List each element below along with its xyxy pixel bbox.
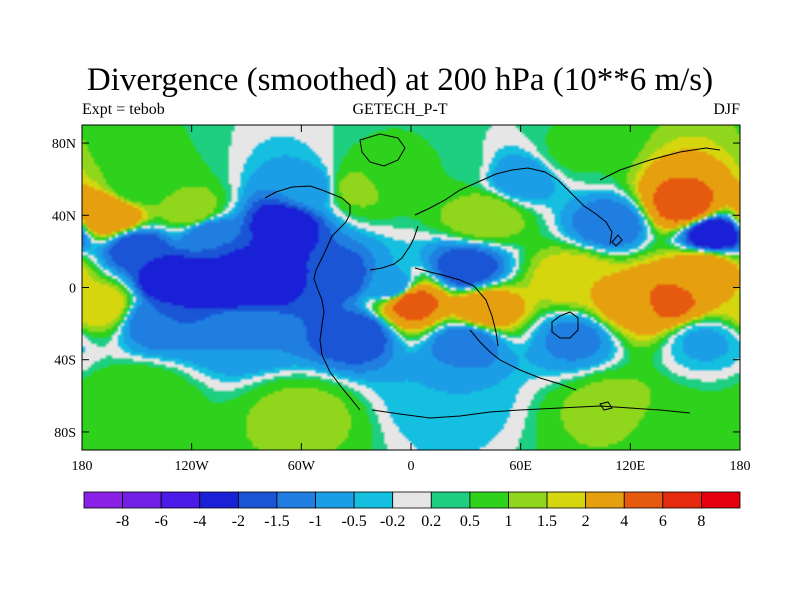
x-tick-label: 0 [408,459,415,474]
colorbar-swatch [122,491,162,509]
colorbar-swatch [276,491,316,509]
colorbar-label: 8 [697,513,705,530]
coastline-south-atlantic [469,329,577,391]
experiment-label: Expt = tebob [82,101,165,118]
colorbar: -8 -6 -4 -2 -1.5 -1 -0.5 -0.2 0.2 0.5 1 1.5 2 4 6 8 [83,491,741,530]
colorbar-swatch [469,491,509,509]
coastline-africa-west [414,267,499,347]
colorbar-swatch [546,491,587,509]
x-tick-label: 180 [72,459,93,474]
x-tick-label: 60E [509,459,532,474]
colorbar-swatch [430,491,471,509]
coastline-australia [551,311,579,339]
y-tick-label: 0 [69,282,76,297]
colorbar-label: -4 [193,513,206,530]
colorbar-label: -1.5 [264,513,289,530]
colorbar-swatch [199,491,239,509]
x-tick-label: 120E [616,459,646,474]
season-label: DJF [713,101,740,118]
colorbar-swatch [160,491,201,509]
colorbar-label: -0.5 [341,513,366,530]
colorbar-label: 2 [582,513,590,530]
colorbar-label: -6 [155,513,168,530]
colorbar-swatch [508,491,548,509]
coastline-antarctic-island [599,401,613,411]
colorbar-label: 1.5 [537,513,557,530]
y-tick-label: 80S [54,426,76,441]
colorbar-swatch [392,491,432,509]
y-tick-label: 80N [52,137,76,152]
coastlines [264,133,721,419]
colorbar-swatch [237,491,278,509]
colorbar-label: 0.5 [460,513,480,530]
colorbar-label: -1 [309,513,322,530]
colorbar-label: -8 [116,513,129,530]
y-tick-label: 40N [52,209,76,224]
x-tick-label: 60W [288,459,316,474]
y-tick-label: 40S [54,354,76,369]
coastline-asia [599,147,721,181]
coastline-europe-africa [414,167,613,245]
colorbar-label: 1 [504,513,512,530]
colorbar-swatch [701,491,741,509]
colorbar-swatch [315,491,355,509]
colorbar-swatch [585,491,625,509]
divergence-field [82,125,740,450]
colorbar-swatch [83,491,123,509]
colorbar-label: 4 [620,513,628,530]
coastline-japan [611,234,623,247]
coastline-north-america [264,185,351,280]
axis-ticks: 180 120W 60W 0 60E 120E 180 80N 40N 0 40S 80S [52,125,751,474]
colorbar-swatch [353,491,394,509]
model-label: GETECH_P-T [352,101,448,118]
colorbar-label: -0.2 [380,513,405,530]
coastline-south-america [313,278,361,411]
coastline-greenland [359,133,406,167]
coastline-east-america [369,225,419,271]
coastline-antarctica [371,405,691,419]
colorbar-label: 0.2 [421,513,441,530]
colorbar-swatch [662,491,702,509]
colorbar-swatch [623,491,664,509]
colorbar-label: -2 [232,513,245,530]
x-tick-label: 180 [730,459,751,474]
x-tick-label: 120W [175,459,210,474]
colorbar-label: 6 [659,513,667,530]
plot-title: Divergence (smoothed) at 200 hPa (10**6 … [86,62,714,98]
